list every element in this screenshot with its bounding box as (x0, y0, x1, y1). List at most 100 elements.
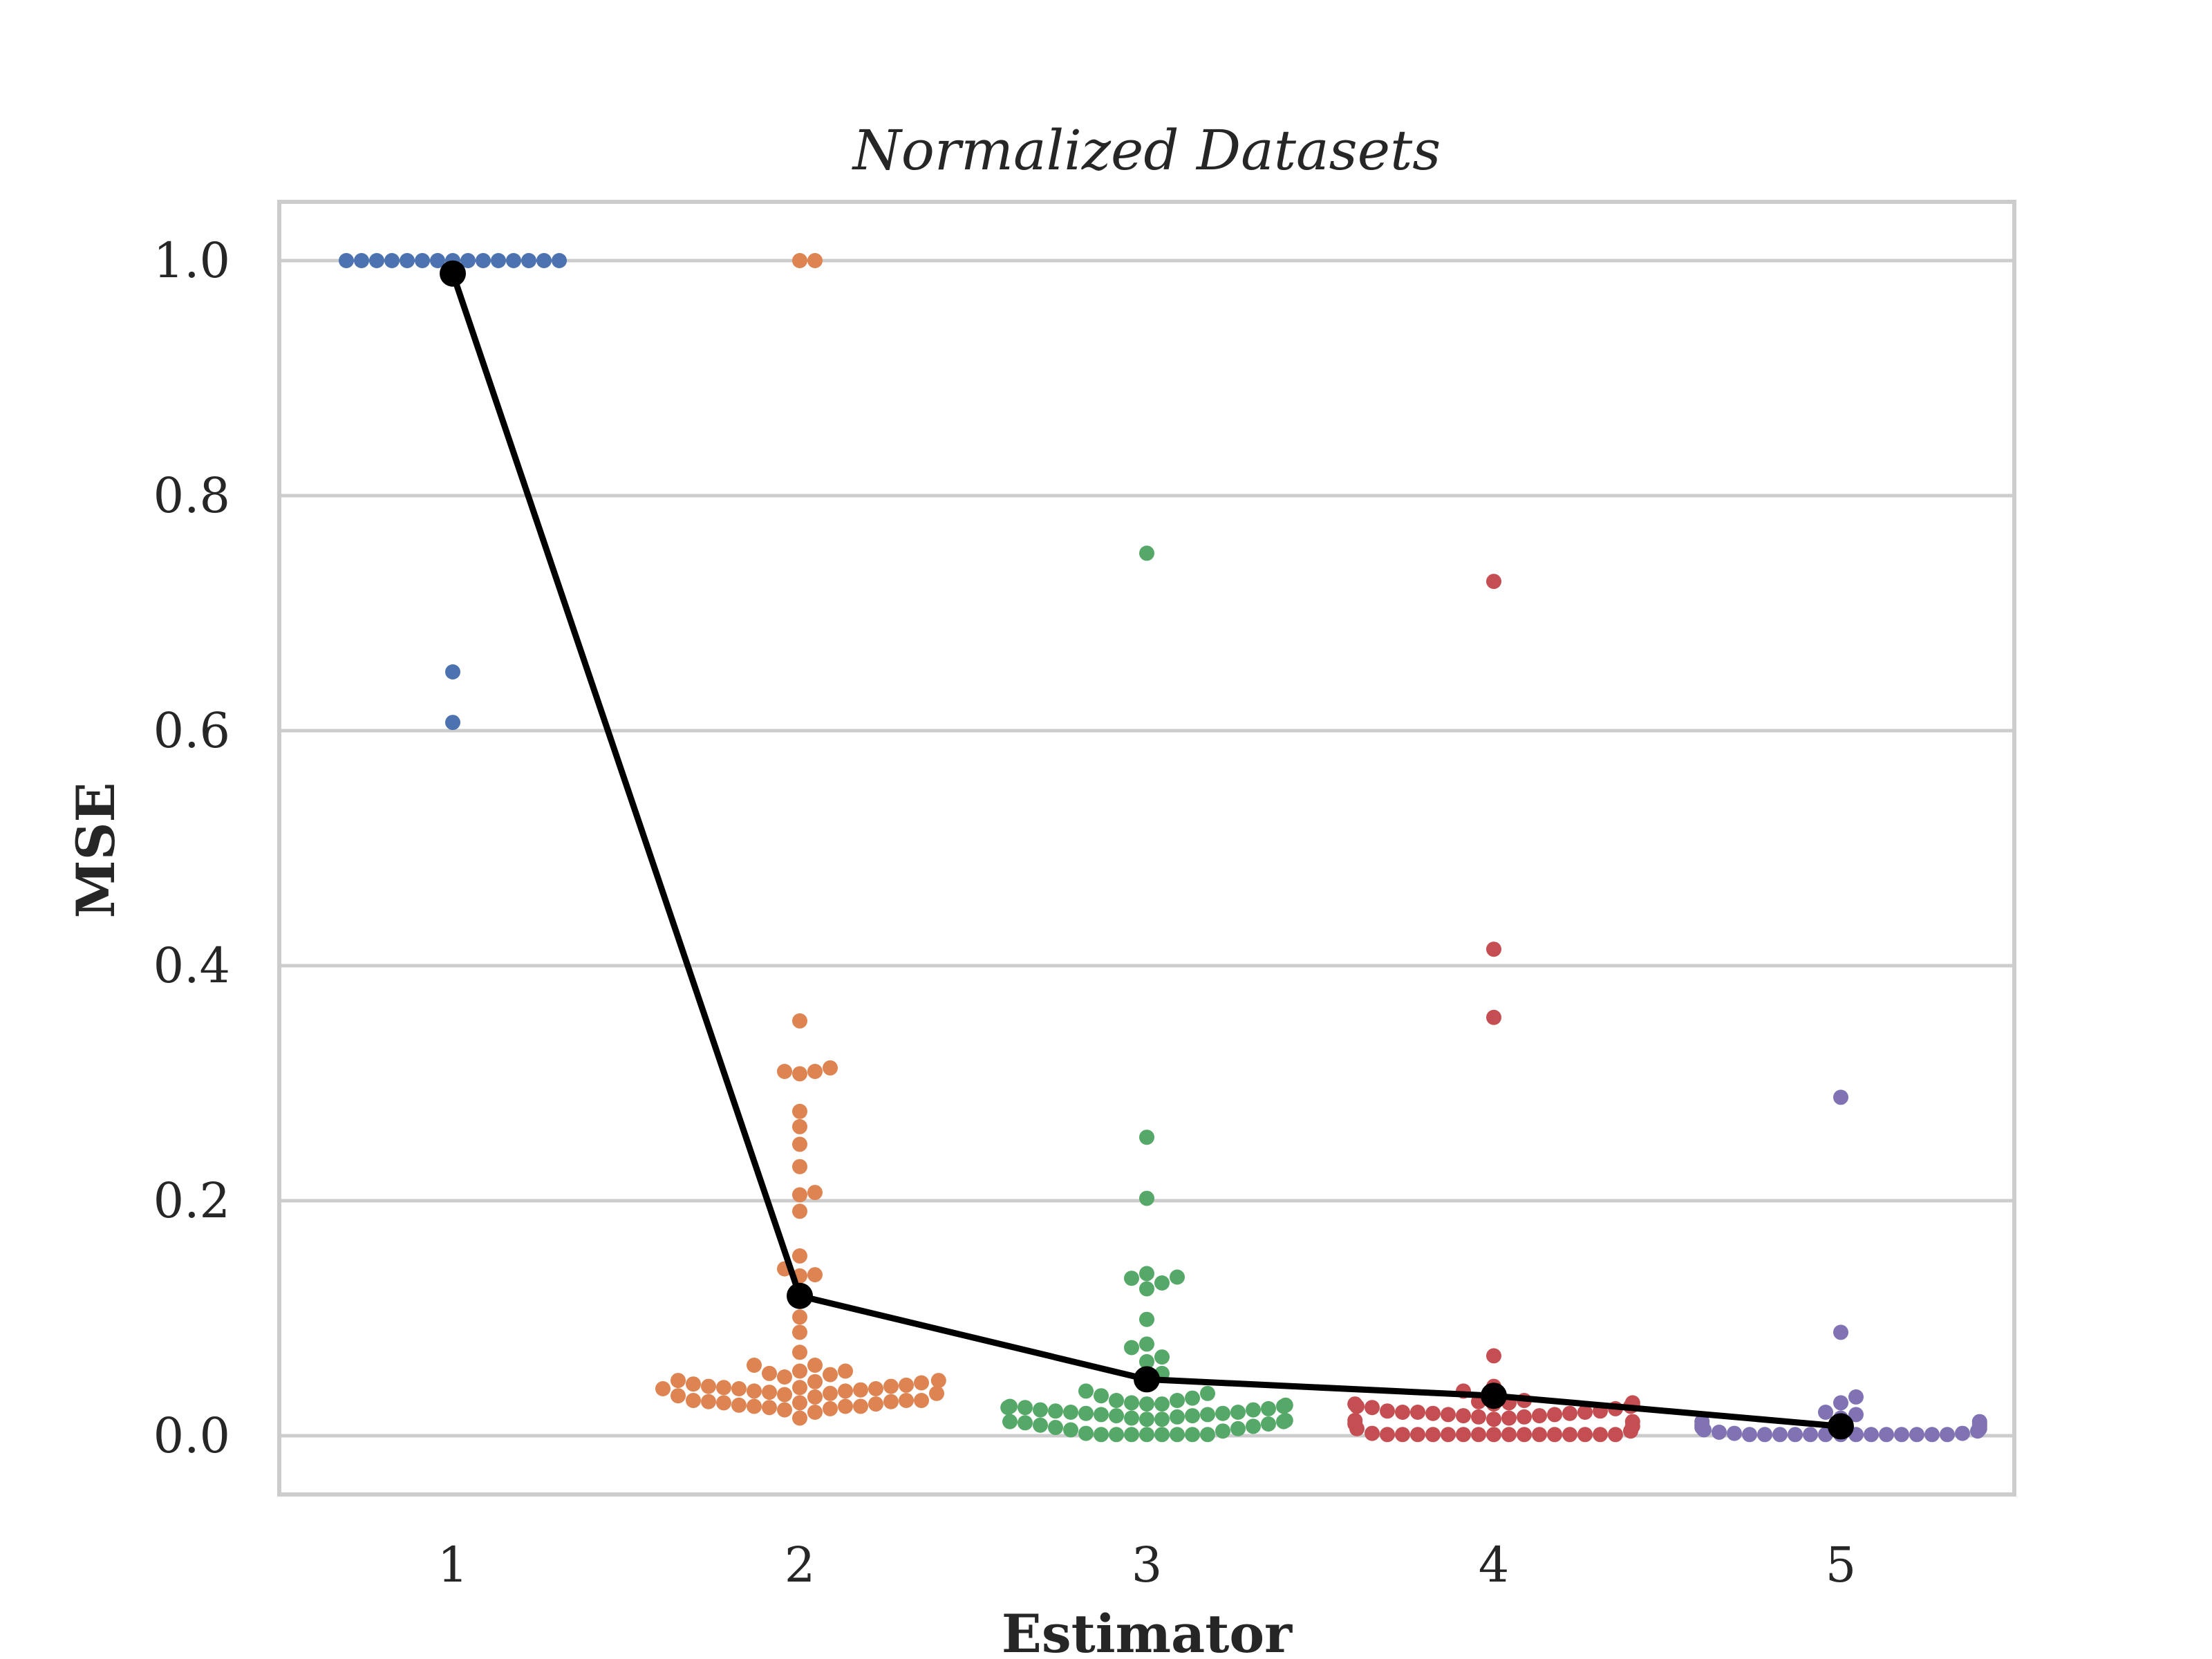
y-tick-label: 0.2 (153, 1172, 230, 1229)
swarm-point (1139, 1336, 1154, 1352)
swarm-point (701, 1394, 716, 1409)
swarm-point (792, 1363, 807, 1379)
swarm-point (1365, 1425, 1380, 1441)
swarm-point (1078, 1425, 1094, 1441)
swarm-point (1547, 1427, 1562, 1443)
swarm-point (655, 1381, 671, 1396)
swarm-point (1608, 1427, 1623, 1443)
swarm-point (1139, 1266, 1154, 1282)
swarm-point (853, 1398, 868, 1414)
y-tick-labels: 0.0 0.2 0.4 0.6 0.8 1.0 (153, 232, 230, 1464)
swarm-point (716, 1395, 731, 1411)
swarm-point (914, 1375, 929, 1391)
swarm-point (369, 253, 384, 268)
swarm-point (1261, 1416, 1276, 1432)
swarm-point (1624, 1414, 1640, 1430)
swarm-point (1833, 1324, 1848, 1340)
swarm-point (1215, 1423, 1230, 1439)
swarm-point (1185, 1390, 1200, 1406)
swarm-point (1879, 1427, 1894, 1443)
swarm-point (1532, 1427, 1547, 1443)
y-tick-label: 0.8 (153, 467, 230, 524)
swarm-point (1154, 1275, 1170, 1291)
swarm-point (1139, 1130, 1154, 1145)
swarm-point (731, 1381, 747, 1396)
swarm-point (823, 1367, 838, 1382)
swarm-point (400, 253, 415, 268)
x-tick-label: 3 (1132, 1537, 1163, 1593)
swarm-point (1456, 1408, 1471, 1424)
swarm-point (807, 253, 823, 268)
swarm-point (792, 253, 807, 268)
swarm-point (1048, 1420, 1063, 1436)
swarm-point (1154, 1427, 1170, 1443)
swarm-point (491, 253, 506, 268)
chart-title: Normalized Datasets (852, 118, 1441, 182)
swarm-point (1139, 1281, 1154, 1297)
swarm-point (792, 1187, 807, 1203)
swarm-point (1094, 1407, 1109, 1423)
swarm-point (1365, 1400, 1380, 1416)
swarm-point (838, 1398, 853, 1414)
swarm-point (1924, 1427, 1940, 1443)
swarm-point (1501, 1410, 1517, 1426)
swarm-point (1048, 1403, 1063, 1419)
swarm-point (807, 1358, 823, 1373)
swarm-point (1894, 1427, 1909, 1443)
plot-frame (277, 200, 2016, 1497)
swarm-point (1109, 1408, 1124, 1424)
swarm-point (777, 1064, 792, 1079)
swarm-point (777, 1387, 792, 1403)
swarm-point (1410, 1405, 1425, 1420)
swarm-point (1486, 1009, 1501, 1025)
mean-marker (1134, 1366, 1160, 1393)
swarm-point (807, 1185, 823, 1201)
swarm-point (1517, 1409, 1532, 1425)
swarm-point (1577, 1405, 1593, 1420)
swarm-point (1170, 1409, 1185, 1425)
swarm-point (838, 1363, 853, 1379)
swarm-point (792, 1159, 807, 1174)
swarm-point (671, 1388, 686, 1404)
swarm-point (1094, 1427, 1109, 1443)
swarm-point (1185, 1408, 1200, 1424)
swarm-point (1139, 1412, 1154, 1427)
swarm-point (536, 253, 552, 268)
mean-marker (1828, 1413, 1854, 1440)
swarm-point (1501, 1427, 1517, 1443)
swarm-point (1395, 1427, 1410, 1443)
swarm-point (1456, 1427, 1471, 1443)
swarm-point (1532, 1408, 1547, 1424)
swarm-point (1170, 1269, 1185, 1285)
swarm-point (1124, 1410, 1139, 1426)
swarm-point (716, 1380, 731, 1396)
swarm-point (1154, 1412, 1170, 1427)
swarm-point (1078, 1405, 1094, 1421)
swarm-point (792, 1013, 807, 1029)
swarm-point (1788, 1427, 1803, 1443)
swarm-point (1139, 1396, 1154, 1412)
swarm-point (747, 1398, 762, 1414)
swarm-point (762, 1400, 777, 1416)
swarm-point (792, 1395, 807, 1411)
swarm-point (1486, 1412, 1501, 1427)
swarm-point (1002, 1414, 1018, 1430)
swarm-point (1380, 1403, 1395, 1419)
swarm-point (476, 253, 491, 268)
swarm-point (792, 1309, 807, 1325)
swarm-point (1547, 1407, 1562, 1423)
swarm-points (339, 253, 1987, 1443)
swarm-point (1078, 1383, 1094, 1399)
swarm-point (1955, 1425, 1970, 1441)
swarm-point (731, 1397, 747, 1413)
swarm-point (384, 253, 400, 268)
swarm-point (1562, 1427, 1577, 1443)
swarm-point (521, 253, 536, 268)
swarm-point (460, 253, 476, 268)
swarm-point (914, 1393, 929, 1408)
y-tick-label: 0.6 (153, 702, 230, 759)
swarm-point (1170, 1393, 1185, 1408)
swarm-point (1772, 1427, 1788, 1443)
swarm-point (1517, 1427, 1532, 1443)
